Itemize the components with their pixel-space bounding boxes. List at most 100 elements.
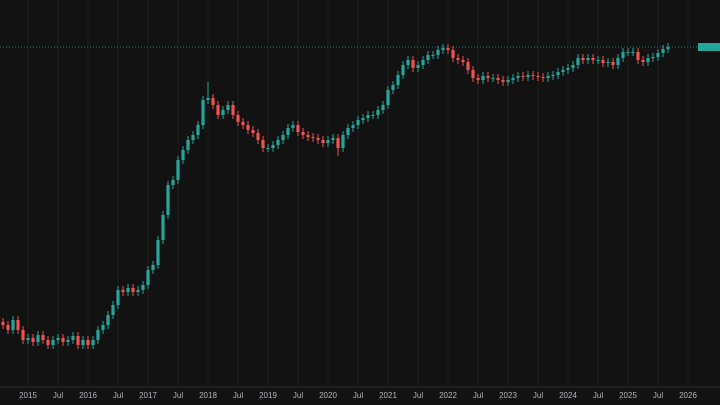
- candle-body: [206, 98, 210, 100]
- x-tick-label: Jul: [533, 391, 543, 400]
- x-tick-label: 2015: [19, 391, 37, 400]
- candle-body: [666, 47, 670, 49]
- candle-body: [186, 140, 190, 150]
- candle-body: [91, 340, 95, 345]
- candle-body: [216, 105, 220, 115]
- candle-body: [566, 68, 570, 70]
- x-tick-label: Jul: [173, 391, 183, 400]
- candle-body: [541, 77, 545, 78]
- candle-body: [71, 336, 75, 340]
- candle-body: [61, 338, 65, 342]
- candle-body: [161, 215, 165, 240]
- x-tick-label: Jul: [293, 391, 303, 400]
- candle-body: [621, 52, 625, 58]
- candle-body: [551, 75, 555, 76]
- candle-body: [391, 85, 395, 90]
- candle-body: [591, 58, 595, 60]
- candle-body: [476, 78, 480, 80]
- candle-body: [626, 52, 630, 53]
- x-tick-label: 2016: [79, 391, 97, 400]
- candle-body: [56, 338, 60, 340]
- candle-body: [321, 140, 325, 143]
- candle-body: [36, 335, 40, 342]
- candle-body: [361, 118, 365, 120]
- candle-body: [521, 76, 525, 77]
- candle-body: [631, 52, 635, 53]
- candle-body: [536, 76, 540, 77]
- candle-body: [481, 76, 485, 80]
- candle-body: [236, 115, 240, 122]
- candle-body: [1, 322, 5, 325]
- candle-body: [596, 60, 600, 61]
- candle-body: [411, 60, 415, 68]
- candle-body: [246, 125, 250, 130]
- candle-body: [386, 90, 390, 105]
- x-tick-label: 2025: [619, 391, 637, 400]
- candle-body: [471, 70, 475, 78]
- candle-body: [141, 285, 145, 290]
- candle-body: [431, 55, 435, 56]
- candle-body: [46, 340, 50, 345]
- candle-body: [26, 338, 30, 340]
- candle-body: [211, 98, 215, 105]
- candle-body: [606, 62, 610, 63]
- x-tick-label: Jul: [413, 391, 423, 400]
- last-price-label: [698, 43, 720, 51]
- candle-body: [331, 138, 335, 140]
- candle-body: [486, 76, 490, 78]
- x-tick-label: Jul: [473, 391, 483, 400]
- candle-body: [16, 320, 20, 330]
- candle-body: [456, 58, 460, 60]
- candle-body: [291, 125, 295, 128]
- candle-body: [426, 55, 430, 60]
- candle-body: [396, 75, 400, 85]
- candle-body: [286, 128, 290, 135]
- candle-body: [301, 132, 305, 135]
- x-tick-label: 2026: [679, 391, 697, 400]
- candle-body: [641, 60, 645, 62]
- candle-body: [501, 80, 505, 82]
- x-tick-label: 2017: [139, 391, 157, 400]
- candle-body: [176, 160, 180, 180]
- candle-body: [106, 315, 110, 325]
- candle-body: [191, 135, 195, 140]
- candle-body: [31, 338, 35, 342]
- candle-body: [461, 60, 465, 62]
- candle-body: [316, 138, 320, 140]
- candle-body: [351, 125, 355, 128]
- candle-body: [656, 53, 660, 57]
- candle-body: [376, 110, 380, 115]
- candle-body: [326, 140, 330, 143]
- candle-body: [516, 76, 520, 78]
- candle-body: [346, 128, 350, 135]
- candle-body: [96, 330, 100, 340]
- candle-body: [491, 78, 495, 79]
- candle-body: [271, 145, 275, 148]
- candle-body: [341, 135, 345, 148]
- candle-body: [136, 290, 140, 292]
- candle-body: [266, 148, 270, 149]
- candle-body: [276, 140, 280, 145]
- candle-body: [311, 137, 315, 138]
- candle-body: [406, 60, 410, 65]
- x-tick-label: 2024: [559, 391, 577, 400]
- candle-body: [366, 115, 370, 118]
- candle-body: [506, 80, 510, 82]
- candle-body: [556, 72, 560, 75]
- candle-body: [261, 140, 265, 148]
- candle-body: [381, 105, 385, 110]
- candle-body: [181, 150, 185, 160]
- candle-body: [546, 76, 550, 78]
- candle-body: [66, 340, 70, 342]
- x-tick-label: 2019: [259, 391, 277, 400]
- x-tick-label: 2021: [379, 391, 397, 400]
- candle-body: [76, 336, 80, 345]
- candle-body: [296, 125, 300, 132]
- candle-body: [586, 58, 590, 60]
- candle-body: [201, 100, 205, 125]
- candle-body: [41, 335, 45, 340]
- x-tick-label: 2022: [439, 391, 457, 400]
- candle-body: [51, 340, 55, 345]
